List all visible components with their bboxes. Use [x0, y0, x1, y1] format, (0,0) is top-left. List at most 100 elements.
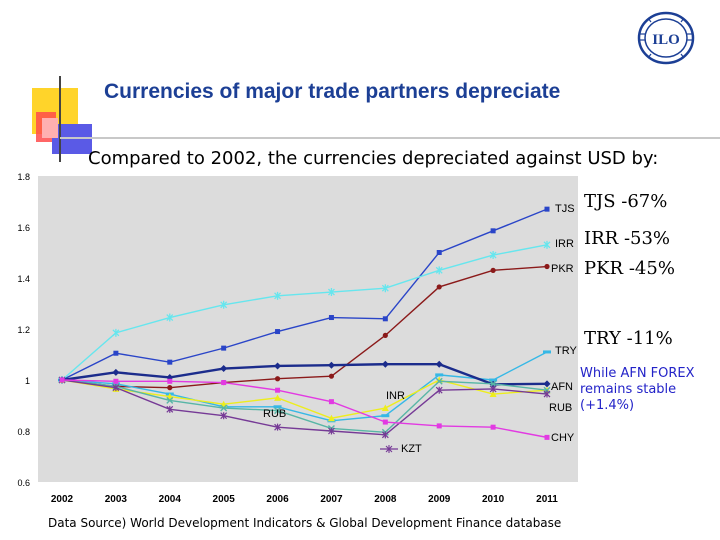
- data-point-inr: [381, 404, 389, 412]
- y-tick-label: 1.4: [17, 274, 30, 284]
- series-label-rub: RUB: [549, 402, 572, 414]
- series-label-afn: AFN: [551, 381, 573, 393]
- series-afn: [58, 360, 551, 388]
- decor-square-pink: [42, 118, 58, 138]
- note-irr: IRR -53%: [584, 228, 671, 249]
- data-point-pkr: [382, 332, 388, 338]
- series-label-try: TRY: [555, 345, 577, 357]
- data-point-pkr: [490, 267, 496, 273]
- slide-title: Currencies of major trade partners depre…: [104, 80, 561, 103]
- data-point-afn: [327, 361, 335, 369]
- data-point-pkr: [328, 373, 335, 379]
- data-point-chy: [113, 378, 119, 384]
- data-point-afn: [220, 365, 228, 373]
- plot-area: [38, 176, 578, 482]
- data-point-try: [489, 378, 498, 382]
- data-point-inr: [274, 394, 282, 401]
- y-tick-label: 1: [25, 376, 30, 386]
- data-point-irr: [327, 288, 335, 297]
- x-tick-label: 2008: [374, 494, 397, 505]
- y-tick-label: 1.8: [17, 172, 30, 182]
- series-line-chy: [61, 379, 548, 439]
- data-point-kzt: [274, 423, 281, 431]
- data-point-chy: [382, 419, 388, 425]
- data-point-afn: [112, 368, 120, 376]
- y-tick-label: 0.6: [17, 478, 30, 488]
- data-point-tjs: [490, 228, 496, 234]
- x-tick-label: 2009: [428, 494, 451, 505]
- series-tjs: [59, 206, 550, 383]
- data-point-chy: [167, 378, 173, 384]
- data-point-pkr: [544, 263, 550, 270]
- logo-text: ILO: [652, 32, 680, 48]
- series-label-inr: INR: [386, 390, 405, 402]
- x-tick-label: 2011: [536, 494, 558, 505]
- series-line-irr: [61, 244, 548, 381]
- afn-note-line-3: (+1.4%): [580, 398, 635, 413]
- data-point-tjs: [436, 250, 442, 255]
- x-tick-label: 2010: [482, 494, 505, 505]
- data-point-rub: [274, 407, 282, 415]
- title-divider: [60, 137, 720, 139]
- kzt-legend-point: [385, 445, 393, 453]
- slide-subtitle: Compared to 2002, the currencies depreci…: [88, 148, 659, 169]
- y-tick-label: 0.8: [17, 427, 30, 437]
- y-tick-label: 1.6: [17, 223, 30, 233]
- data-point-tjs: [113, 350, 119, 356]
- series-label-kzt: KZT: [401, 443, 422, 455]
- data-point-afn: [543, 380, 551, 388]
- series-line-tjs: [61, 208, 548, 381]
- data-point-irr: [220, 300, 228, 309]
- data-point-kzt: [381, 431, 389, 439]
- data-point-try: [111, 382, 120, 386]
- x-tick-label: 2003: [105, 494, 128, 505]
- note-pkr: PKR -45%: [584, 258, 675, 279]
- data-point-irr: [381, 284, 389, 293]
- data-point-irr: [489, 251, 497, 260]
- series-label-pkr: PKR: [551, 263, 574, 275]
- data-point-inr: [489, 390, 497, 398]
- data-point-irr: [166, 313, 174, 322]
- data-point-inr: [327, 414, 335, 422]
- x-tick-label: 2002: [51, 494, 74, 505]
- data-point-tjs: [221, 345, 227, 351]
- afn-note-line-2: remains stable: [580, 382, 677, 397]
- data-point-chy: [221, 380, 227, 386]
- data-point-chy: [59, 377, 65, 383]
- y-tick-label: 1.2: [17, 325, 30, 335]
- data-point-tjs: [328, 315, 334, 321]
- data-point-pkr: [274, 376, 281, 382]
- data-point-kzt: [166, 405, 174, 413]
- data-point-afn: [435, 360, 443, 368]
- data-point-rub: [220, 404, 228, 412]
- series-line-kzt: [61, 379, 548, 436]
- data-point-rub: [489, 380, 497, 388]
- kzt-legend-marker: [380, 445, 398, 453]
- afn-stable-note: While AFN FOREX remains stable (+1.4%): [580, 366, 695, 414]
- data-point-kzt: [220, 412, 228, 420]
- note-try: TRY -11%: [584, 328, 673, 349]
- data-point-kzt: [112, 384, 120, 392]
- x-tick-label: 2004: [159, 494, 182, 505]
- series-line-pkr: [61, 265, 548, 389]
- data-point-afn: [274, 362, 282, 370]
- data-point-kzt: [328, 427, 335, 435]
- series-label-irr: IRR: [555, 238, 574, 250]
- decor-vertical-line: [59, 76, 61, 162]
- data-source: Data Source) World Development Indicator…: [48, 516, 562, 530]
- series-chy: [59, 377, 550, 440]
- data-point-chy: [328, 399, 334, 405]
- data-point-chy: [436, 423, 442, 429]
- data-point-try: [435, 373, 444, 377]
- data-point-try: [273, 405, 282, 409]
- data-point-pkr: [167, 385, 173, 391]
- decor-square-blue: [52, 124, 92, 154]
- data-point-kzt: [435, 386, 443, 394]
- data-point-irr: [274, 291, 282, 300]
- data-point-rub: [166, 396, 174, 404]
- data-point-pkr: [436, 284, 442, 290]
- data-point-try: [381, 414, 390, 418]
- series-line-rub: [61, 379, 548, 433]
- data-point-irr: [112, 328, 120, 337]
- afn-note-line-1: While AFN FOREX: [580, 366, 695, 381]
